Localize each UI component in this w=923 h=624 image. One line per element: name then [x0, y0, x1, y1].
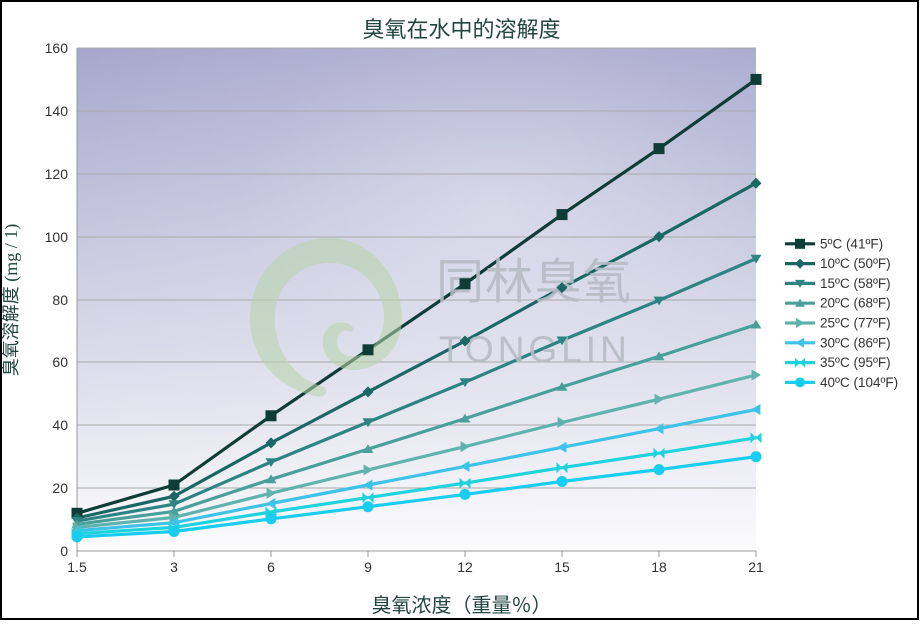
svg-text:15ºC (58ºF): 15ºC (58ºF) [820, 276, 891, 291]
svg-text:12: 12 [457, 559, 473, 575]
svg-text:9: 9 [364, 559, 372, 575]
svg-text:80: 80 [52, 292, 68, 308]
svg-text:30ºC (86ºF): 30ºC (86ºF) [820, 335, 891, 350]
svg-text:40ºC (104ºF): 40ºC (104ºF) [820, 375, 898, 390]
svg-text:6: 6 [267, 559, 275, 575]
svg-text:35ºC (95ºF): 35ºC (95ºF) [820, 355, 891, 370]
svg-text:21: 21 [748, 559, 764, 575]
svg-text:1.5: 1.5 [67, 559, 87, 575]
svg-text:3: 3 [170, 559, 178, 575]
svg-text:20: 20 [52, 480, 68, 496]
svg-text:15: 15 [554, 559, 570, 575]
svg-text:160: 160 [45, 40, 69, 56]
svg-text:25ºC (77ºF): 25ºC (77ºF) [820, 316, 891, 331]
svg-text:0: 0 [60, 543, 68, 559]
svg-text:20ºC (68ºF): 20ºC (68ºF) [820, 296, 891, 311]
svg-text:5ºC (41ºF): 5ºC (41ºF) [820, 236, 883, 251]
svg-text:10ºC (50ºF): 10ºC (50ºF) [820, 256, 891, 271]
svg-text:60: 60 [52, 354, 68, 370]
svg-text:TONGLIN: TONGLIN [439, 329, 631, 370]
svg-text:18: 18 [651, 559, 667, 575]
svg-text:100: 100 [45, 229, 69, 245]
svg-text:40: 40 [52, 417, 68, 433]
svg-text:120: 120 [45, 166, 69, 182]
svg-text:140: 140 [45, 103, 69, 119]
